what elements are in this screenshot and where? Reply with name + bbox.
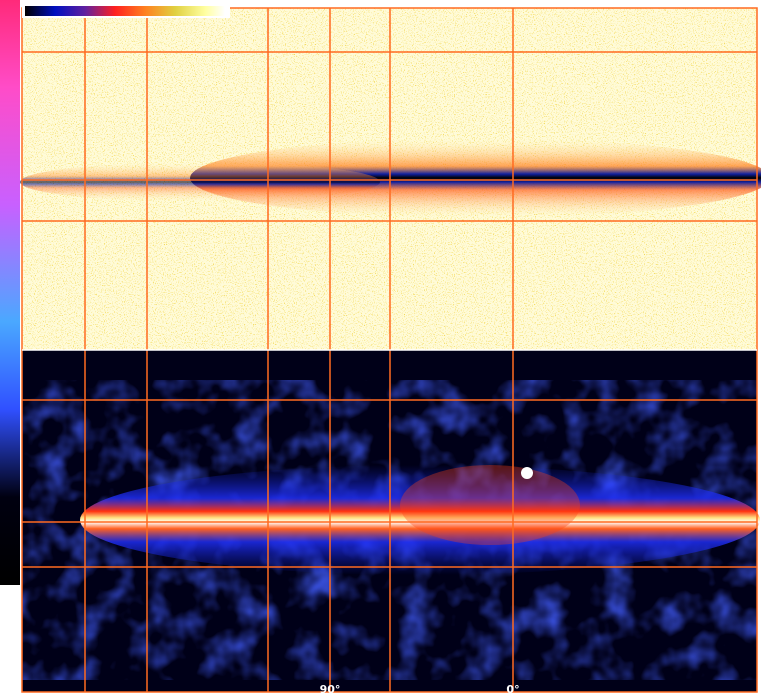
longitude-label: 90° — [320, 683, 341, 696]
bottom-band — [80, 465, 760, 575]
colorbar — [25, 6, 225, 16]
top-band — [190, 138, 761, 218]
longitude-label: 0° — [506, 683, 519, 696]
top-band-west — [20, 162, 380, 202]
grid — [21, 7, 758, 693]
bright-source — [521, 467, 533, 479]
bottom-bulge — [400, 465, 580, 545]
side-strip — [0, 0, 20, 585]
